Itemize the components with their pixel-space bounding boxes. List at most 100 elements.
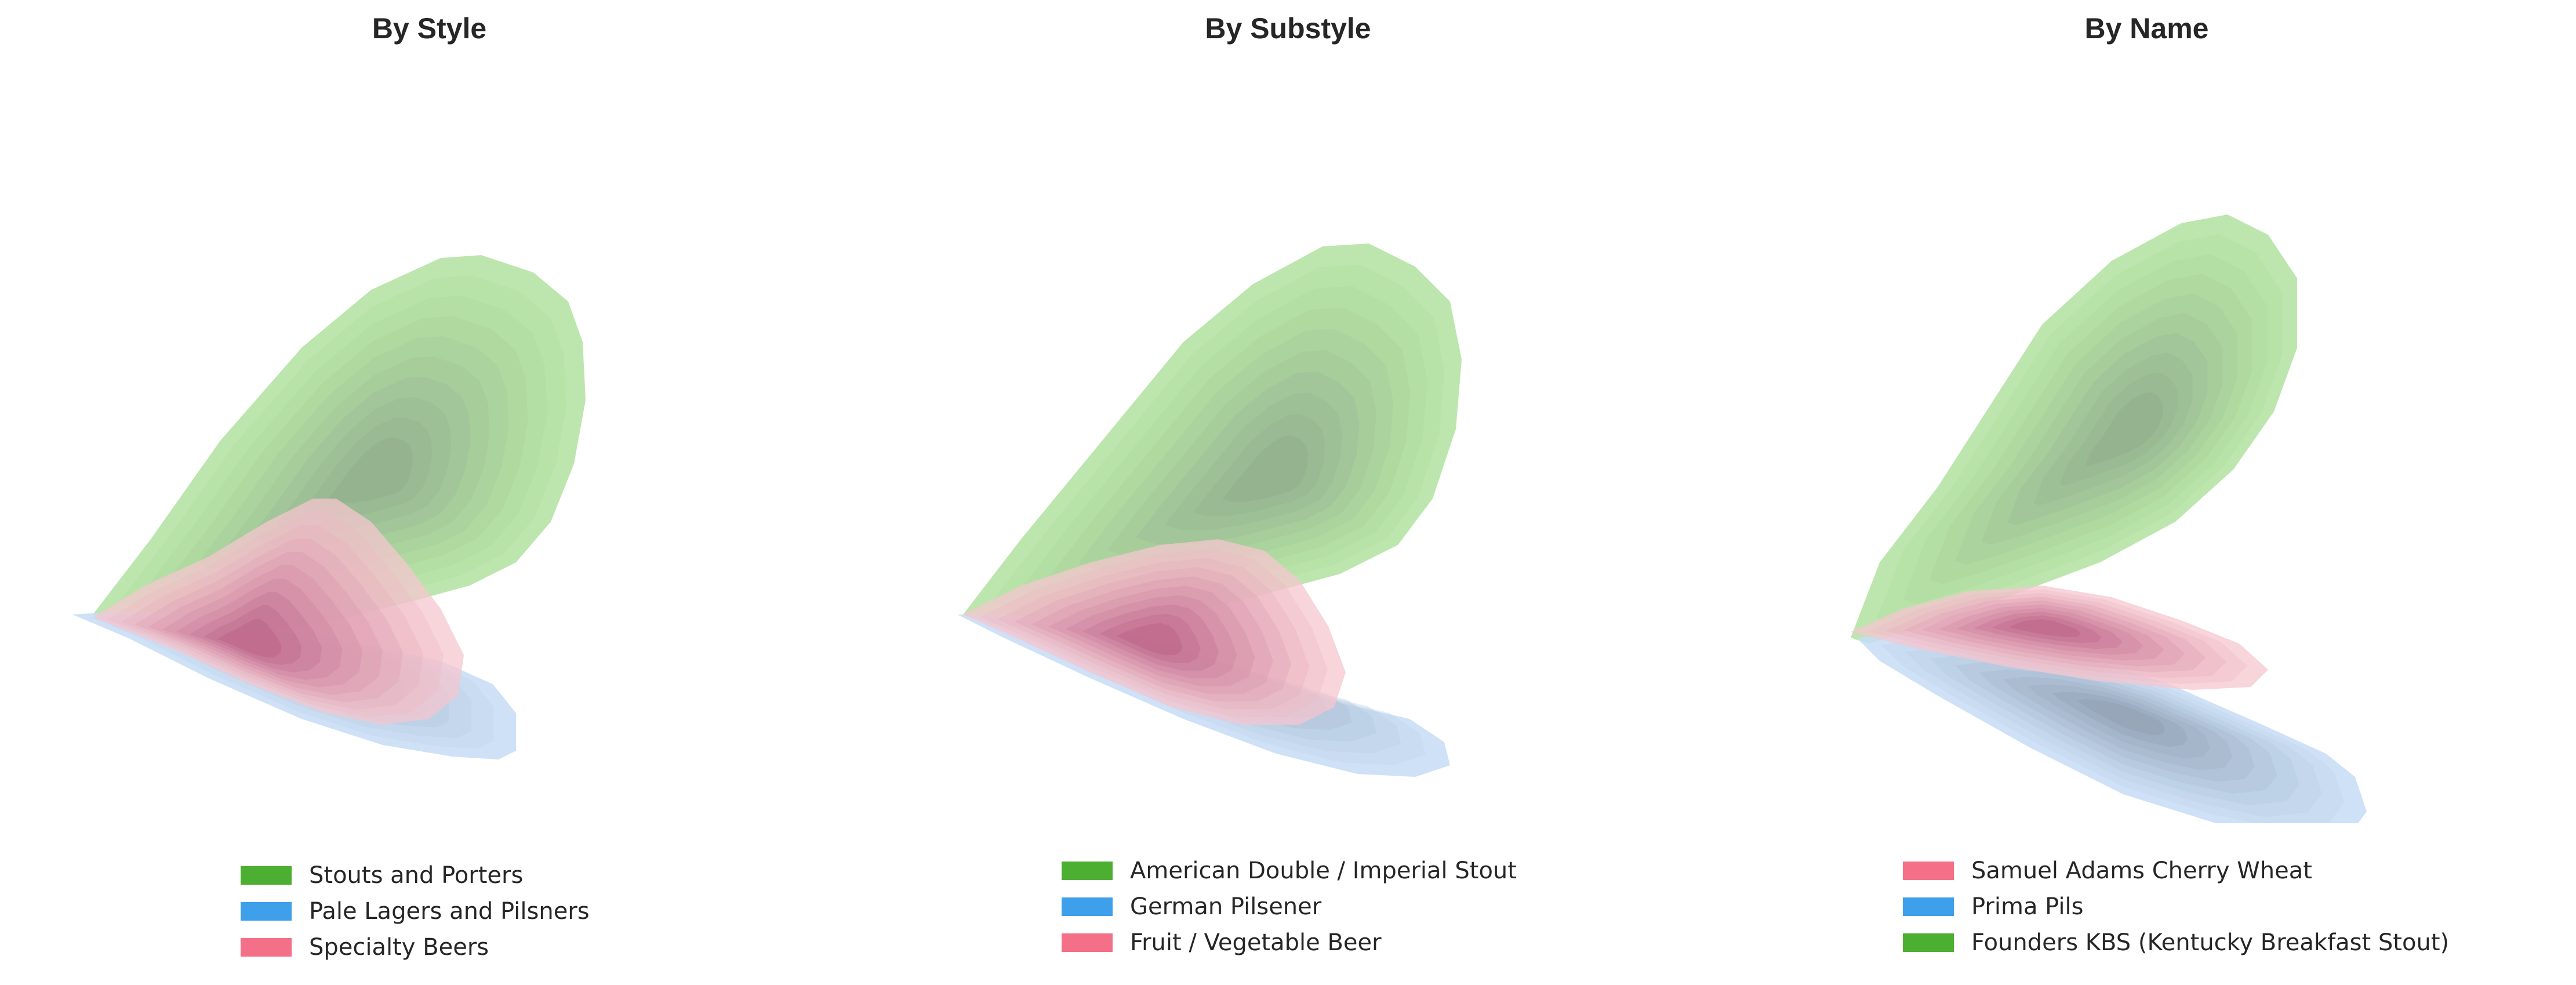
- kde-plot-by-style: [72, 255, 586, 759]
- legend: Samuel Adams Cherry Wheat Prima Pils Fou…: [1903, 853, 2449, 961]
- kde-contour-level: [2059, 372, 2178, 486]
- kde-contour-level: [2085, 392, 2163, 466]
- kde-contour-level: [2033, 352, 2193, 506]
- legend-label: Pale Lagers and Pilsners: [309, 898, 590, 925]
- kde-contour-level: [2003, 677, 2233, 770]
- kde-contour-level: [2052, 692, 2188, 747]
- legend-swatch: [241, 902, 292, 921]
- kde-contour-level: [1921, 600, 2185, 667]
- kde-contour-level: [1929, 274, 2252, 584]
- kde-contour-level: [1117, 623, 1183, 655]
- legend-swatch: [241, 866, 292, 885]
- kde-contour-level: [1938, 604, 2164, 661]
- kde-contour-level: [204, 605, 302, 665]
- panel-by-name: By Name Samuel Adams Cherry Wheat Prima …: [1717, 0, 2576, 985]
- legend-item: Stouts and Porters: [241, 858, 590, 893]
- kde-contour-level: [134, 539, 404, 703]
- kde-contour-level: [106, 512, 444, 718]
- kde-contour-level: [171, 315, 528, 591]
- legend-swatch: [1903, 933, 1954, 952]
- kde-contour-level: [963, 539, 1346, 725]
- kde-contour-level: [1991, 615, 2102, 643]
- kde-contour-level: [1851, 215, 2297, 644]
- kde-contour-level: [1979, 669, 2255, 782]
- kde-contour-level: [1082, 604, 1219, 671]
- kde-contour-level: [963, 243, 1462, 629]
- legend-label: American Double / Imperial Stout: [1130, 857, 1517, 884]
- legend-item: Pale Lagers and Pilsners: [241, 894, 590, 929]
- kde-contour-level: [991, 264, 1445, 615]
- kde-contour-level: [1856, 632, 2367, 823]
- kde-contour-level: [980, 548, 1328, 717]
- legend-swatch: [1903, 897, 1954, 916]
- kde-contour-level: [1903, 254, 2268, 604]
- legend-swatch: [241, 938, 292, 957]
- kde-plot-by-name: [1851, 215, 2367, 823]
- kde-contour-level: [1099, 613, 1201, 663]
- kde-contour-level: [275, 397, 452, 532]
- kde-prima-pils: [1856, 632, 2367, 823]
- legend-item: Samuel Adams Cherry Wheat: [1903, 853, 2449, 888]
- kde-contour-level: [1048, 586, 1255, 686]
- legend-label: German Pilsener: [1130, 893, 1322, 920]
- kde-contour-level: [1164, 392, 1342, 530]
- legend-item: German Pilsener: [1062, 889, 1517, 924]
- legend-item: Prima Pils: [1903, 889, 2449, 924]
- legend-label: Prima Pils: [1971, 893, 2084, 920]
- kde-contour-level: [93, 499, 464, 725]
- legend-label: Specialty Beers: [309, 934, 489, 961]
- kde-contour-level: [1903, 597, 2206, 673]
- kde-contour-level: [997, 558, 1310, 710]
- legend-swatch: [1903, 862, 1954, 880]
- legend-label: Fruit / Vegetable Beer: [1130, 929, 1382, 956]
- kde-american-double-imperial-stout: [963, 243, 1462, 629]
- kde-plot-by-substyle: [957, 243, 1462, 777]
- kde-contour-level: [145, 295, 547, 606]
- legend-item: Fruit / Vegetable Beer: [1062, 925, 1517, 960]
- kde-stouts-and-porters: [93, 255, 586, 635]
- kde-contour-level: [190, 592, 322, 673]
- kde-contour-level: [1193, 414, 1325, 516]
- kde-contour-level: [1107, 350, 1376, 559]
- legend-swatch: [1062, 897, 1113, 916]
- kde-contour-level: [1065, 595, 1237, 678]
- panel-by-style: By Style Stouts and Porters Pale Lagers …: [0, 0, 859, 985]
- kde-contour-level: [1014, 567, 1292, 702]
- kde-contour-level: [1930, 654, 2300, 806]
- kde-contour-level: [1222, 435, 1308, 502]
- panel-title: By Name: [2084, 12, 2209, 45]
- kde-fruit-vegetable-beer: [963, 539, 1346, 725]
- kde-contour-level: [1136, 371, 1360, 544]
- panel-by-substyle: By Substyle American Double / Imperial S…: [859, 0, 1717, 985]
- kde-contour-level: [2028, 684, 2210, 759]
- legend-swatch: [1062, 862, 1113, 880]
- kde-contour-level: [162, 565, 363, 688]
- kde-contour-level: [1974, 612, 2123, 649]
- legend-item: Founders KBS (Kentucky Breakfast Stout): [1903, 925, 2449, 960]
- legend: Stouts and Porters Pale Lagers and Pilsn…: [241, 858, 590, 966]
- kde-founders-kbs: [1851, 215, 2297, 644]
- kde-contour-level: [1881, 639, 2345, 823]
- kde-contour-level: [301, 417, 432, 518]
- kde-contour-level: [328, 437, 413, 503]
- panel-title: By Style: [372, 12, 487, 45]
- kde-contour-level: [1049, 307, 1411, 587]
- kde-contour-level: [197, 336, 509, 576]
- kde-contour-level: [1851, 586, 2268, 690]
- legend-item: American Double / Imperial Stout: [1062, 853, 1517, 888]
- kde-contour-level: [1020, 286, 1428, 601]
- kde-contour-level: [2007, 333, 2208, 525]
- legend-label: Samuel Adams Cherry Wheat: [1971, 857, 2312, 884]
- kde-contour-level: [1031, 576, 1273, 694]
- kde-contour-level: [1956, 608, 2143, 655]
- kde-contour-level: [119, 275, 566, 620]
- kde-contour-level: [217, 619, 282, 658]
- kde-contour-level: [1078, 329, 1394, 573]
- kde-contour-level: [1885, 593, 2227, 678]
- kde-samuel-adams-cherry-wheat: [1851, 586, 2268, 690]
- legend: American Double / Imperial Stout German …: [1062, 853, 1517, 961]
- panel-title: By Substyle: [1205, 12, 1371, 45]
- kde-contour-level: [176, 579, 343, 680]
- kde-contour-level: [1877, 234, 2283, 624]
- kde-contour-level: [1905, 646, 2322, 817]
